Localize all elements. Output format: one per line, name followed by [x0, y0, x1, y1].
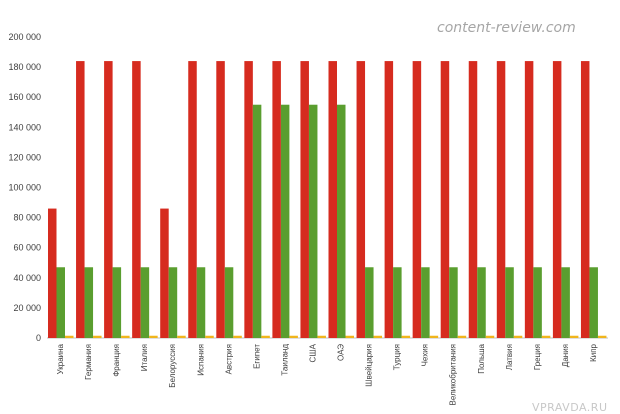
- bar-yellow: [373, 335, 383, 338]
- bar-red: [104, 61, 113, 338]
- bar-green: [112, 267, 122, 338]
- bar-yellow: [121, 335, 130, 338]
- x-tick-label: Кипр: [589, 343, 598, 361]
- bar-green: [477, 267, 486, 338]
- bar-yellow: [177, 335, 186, 338]
- bar-yellow: [65, 335, 74, 338]
- bar-red: [440, 61, 450, 338]
- y-tick-label: 20 000: [13, 303, 41, 313]
- bar-green: [140, 267, 150, 338]
- bar-red: [328, 61, 337, 338]
- x-tick-label: Чехия: [421, 344, 430, 366]
- bar-yellow: [205, 335, 214, 338]
- bar-red: [272, 61, 281, 338]
- y-axis-tick-labels: 0 20 000 40 000 60 000 80 000 100 000 120 000 1…: [8, 32, 41, 343]
- bar-red: [384, 61, 394, 338]
- x-tick-label: Египет: [252, 344, 261, 369]
- bar-yellow: [345, 335, 354, 338]
- bar-red: [216, 61, 225, 338]
- x-tick-label: США: [308, 343, 317, 362]
- bar-green: [393, 267, 402, 338]
- bar-yellow: [429, 335, 439, 338]
- y-tick-label: 160 000: [8, 92, 41, 102]
- y-tick-label: 140 000: [8, 122, 41, 132]
- y-tick-label: 200 000: [8, 32, 41, 42]
- bar-yellow: [233, 335, 242, 338]
- y-tick-label: 40 000: [13, 273, 41, 283]
- bar-green: [365, 267, 374, 338]
- x-tick-label: Германия: [84, 344, 93, 380]
- bar-green: [449, 267, 458, 338]
- bar-green: [337, 104, 346, 338]
- bar-red: [188, 61, 197, 338]
- bar-red: [412, 61, 422, 338]
- bar-red: [132, 61, 141, 338]
- watermark-text: content-review.com: [437, 20, 576, 36]
- bar-yellow: [149, 335, 158, 338]
- y-tick-label: 80 000: [13, 213, 41, 223]
- bar-green: [56, 267, 65, 338]
- bar-green: [196, 267, 206, 338]
- bar-red: [48, 208, 57, 338]
- bar-yellow: [289, 335, 298, 338]
- bar-yellow: [569, 335, 579, 338]
- bar-green: [505, 267, 514, 338]
- x-tick-label: Таиланд: [280, 344, 289, 376]
- x-tick-label: Испания: [196, 344, 205, 376]
- bar-green: [252, 104, 262, 338]
- bar-yellow: [597, 335, 607, 338]
- bar-green: [421, 267, 430, 338]
- x-tick-label: Турция: [393, 344, 402, 370]
- bar-red: [300, 61, 309, 338]
- x-tick-label: Италия: [140, 344, 149, 371]
- x-tick-label: Польша: [477, 343, 486, 373]
- bar-green: [168, 267, 178, 338]
- bar-green: [308, 104, 318, 338]
- x-tick-label: Франция: [112, 344, 121, 377]
- bar-green: [561, 267, 570, 338]
- bar-red: [160, 208, 169, 338]
- y-tick-label: 100 000: [8, 183, 41, 193]
- bar-yellow: [401, 335, 411, 338]
- bar-yellow: [485, 335, 495, 338]
- y-tick-label: 60 000: [13, 243, 41, 253]
- x-tick-label: Великобритания: [449, 344, 458, 405]
- bar-yellow: [541, 335, 551, 338]
- bar-green: [589, 267, 598, 338]
- x-tick-label: Швейцария: [365, 344, 374, 387]
- bar-green: [224, 267, 234, 338]
- bar-green: [533, 267, 542, 338]
- x-axis-tick-labels: Украина Германия Франция Италия Белоруссия Ис…: [56, 343, 598, 405]
- x-tick-label: Латвия: [505, 344, 514, 370]
- bar-series: [48, 61, 607, 338]
- x-tick-label: Австрия: [224, 344, 233, 374]
- bar-red: [580, 61, 590, 338]
- bar-yellow: [317, 335, 326, 338]
- bar-yellow: [93, 335, 102, 338]
- bar-red: [524, 61, 534, 338]
- x-tick-label: Белоруссия: [168, 344, 177, 388]
- bar-red: [468, 61, 478, 338]
- bar-red: [356, 61, 366, 338]
- footer-watermark: VPRAVDA.RU: [532, 401, 608, 414]
- x-tick-label: ОАЭ: [337, 344, 346, 361]
- bar-yellow: [513, 335, 523, 338]
- bar-red: [76, 61, 85, 338]
- bar-yellow: [261, 335, 270, 338]
- y-tick-label: 0: [36, 333, 41, 343]
- x-tick-label: Греция: [533, 344, 542, 370]
- bar-red: [552, 61, 562, 338]
- bar-red: [244, 61, 253, 338]
- bar-yellow: [457, 335, 467, 338]
- y-tick-label: 180 000: [8, 62, 41, 72]
- x-tick-label: Украина: [56, 343, 65, 374]
- bar-red: [496, 61, 506, 338]
- y-tick-label: 120 000: [8, 152, 41, 162]
- bar-green: [84, 267, 94, 338]
- bar-green: [280, 104, 290, 338]
- x-tick-label: Дания: [561, 344, 570, 367]
